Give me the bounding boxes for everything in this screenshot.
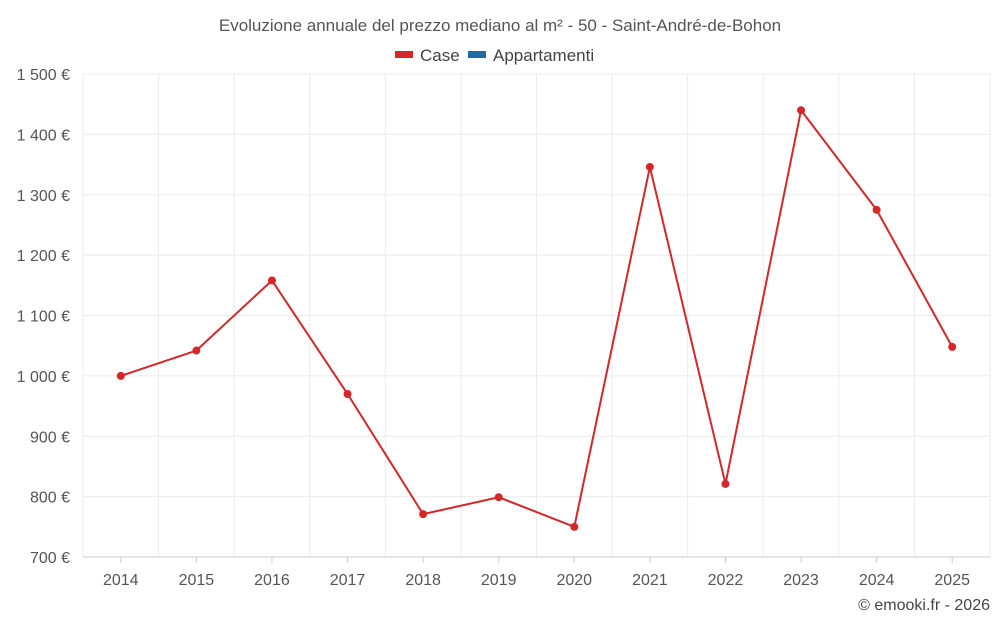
x-tick-label: 2023 — [783, 572, 819, 589]
x-tick-label: 2024 — [859, 572, 895, 589]
legend-label-case[interactable]: Case — [420, 46, 460, 65]
y-tick-label: 800 € — [30, 490, 70, 507]
data-point-case-2023[interactable] — [797, 106, 806, 115]
data-point-case-2015[interactable] — [192, 346, 201, 355]
y-tick-label: 1 100 € — [17, 309, 70, 326]
data-point-case-2014[interactable] — [116, 371, 125, 380]
data-point-case-2020[interactable] — [570, 522, 579, 531]
x-tick-label: 2017 — [330, 572, 366, 589]
data-point-case-2024[interactable] — [872, 205, 881, 214]
y-tick-label: 1 300 € — [17, 188, 70, 205]
data-point-case-2017[interactable] — [343, 389, 352, 398]
x-tick-label: 2020 — [556, 572, 592, 589]
legend: Case Appartamenti — [395, 46, 594, 65]
y-tick-label: 1 200 € — [17, 248, 70, 265]
credit-text: © emooki.fr - 2026 — [858, 597, 990, 614]
series-line-case — [120, 109, 954, 528]
grid — [82, 73, 991, 558]
x-axis: 2014 2015 2016 2017 2018 2019 2020 2021 2022 2023… — [83, 556, 990, 589]
legend-swatch-case[interactable] — [395, 51, 413, 58]
x-tick-label: 2015 — [179, 572, 215, 589]
x-tick-label: 2019 — [481, 572, 517, 589]
x-tick-label: 2018 — [405, 572, 441, 589]
data-point-case-2022[interactable] — [721, 479, 730, 488]
x-tick-label: 2021 — [632, 572, 668, 589]
x-tick-label: 2025 — [934, 572, 970, 589]
data-point-case-2018[interactable] — [419, 510, 428, 519]
y-tick-label: 700 € — [30, 550, 70, 567]
x-tick-label: 2022 — [708, 572, 744, 589]
series-layer — [116, 106, 957, 531]
y-tick-label: 1 000 € — [17, 369, 70, 386]
x-tick-label: 2014 — [103, 572, 139, 589]
x-tick-label: 2016 — [254, 572, 290, 589]
data-point-case-2025[interactable] — [948, 342, 957, 351]
chart-title: Evoluzione annuale del prezzo mediano al… — [219, 16, 781, 35]
legend-swatch-appartamenti[interactable] — [468, 51, 486, 58]
legend-label-appartamenti[interactable]: Appartamenti — [493, 46, 594, 65]
y-tick-label: 900 € — [30, 429, 70, 446]
data-point-case-2021[interactable] — [645, 162, 654, 171]
data-point-case-2016[interactable] — [267, 276, 276, 285]
y-tick-label: 1 500 € — [17, 67, 70, 84]
y-axis: 1 500 € 1 400 € 1 300 € 1 200 € 1 100 € 1 000… — [17, 67, 70, 567]
y-tick-label: 1 400 € — [17, 127, 70, 144]
data-point-case-2019[interactable] — [494, 493, 503, 502]
